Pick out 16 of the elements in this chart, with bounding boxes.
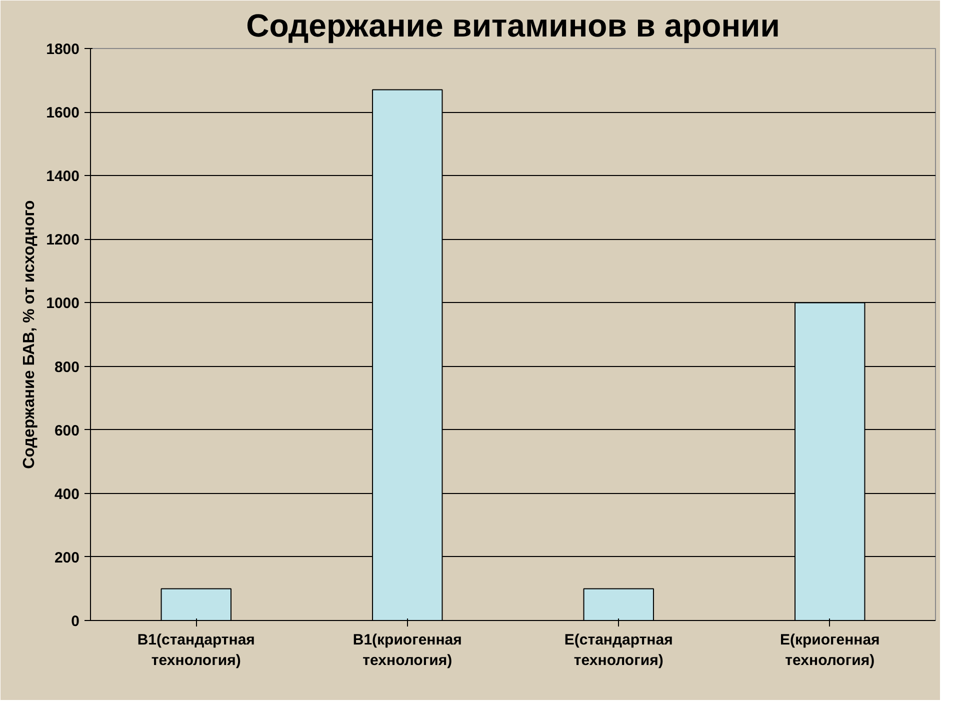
y-axis-title: Содержание БАВ, % от исходного [21,200,38,469]
x-tick-label: E(криогенная технология) [780,632,880,669]
y-tick-label: 0 [71,613,80,630]
y-tick-label: 200 [54,549,80,566]
x-tick-label: E(стандартная технология) [564,632,673,669]
y-tick-label: 1400 [46,168,80,186]
y-tick-label: 1000 [46,295,80,312]
y-tick-label: 600 [54,422,80,440]
y-tick-label: 800 [54,358,80,376]
y-tick-label: 1200 [46,232,80,249]
y-tick-label: 400 [54,486,80,503]
y-tick-label: 1800 [46,41,80,58]
x-tick-label: B1(стандартная технология) [137,632,255,669]
x-tick-label: B1(криогенная технология) [352,632,462,669]
y-tick-label: 1600 [46,104,80,122]
chart-title: Содержание витаминов в аронии [246,8,780,44]
